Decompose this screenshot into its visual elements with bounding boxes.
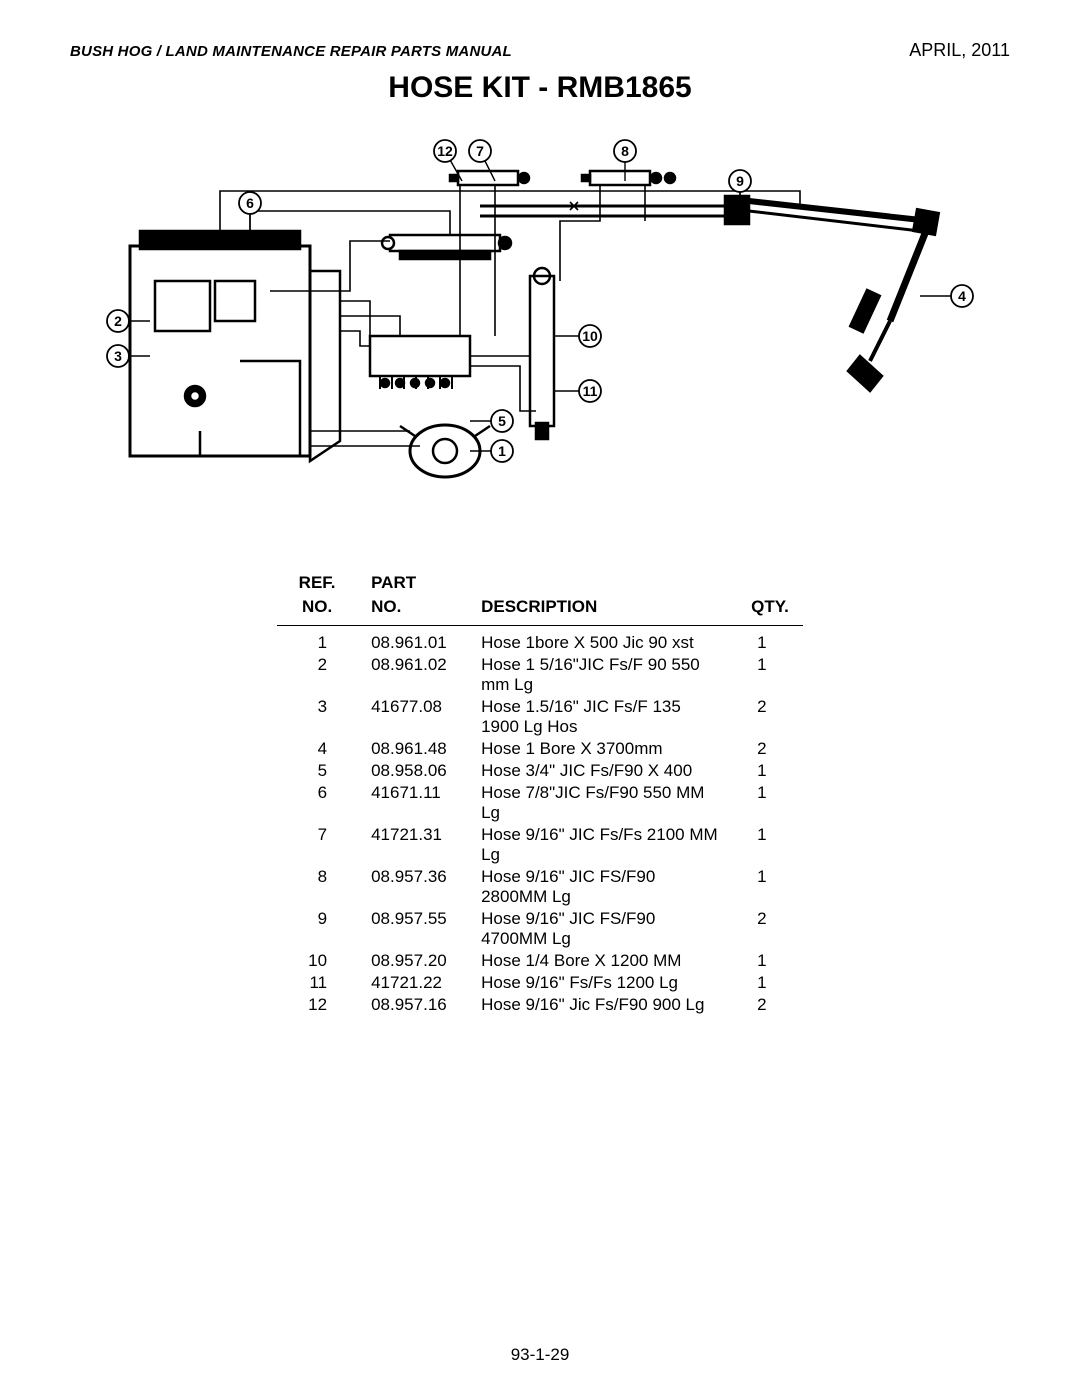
cell-qty: 2 xyxy=(737,994,803,1016)
table-row: 1008.957.20Hose 1/4 Bore X 1200 MM1 xyxy=(277,950,803,972)
cell-part: 08.961.02 xyxy=(357,654,467,696)
cell-ref: 9 xyxy=(277,908,357,950)
col-header-qty-blank xyxy=(737,571,803,595)
table-row: 1141721.22Hose 9/16" Fs/Fs 1200 Lg1 xyxy=(277,972,803,994)
cell-ref: 1 xyxy=(277,632,357,654)
cell-desc: Hose 3/4" JIC Fs/F90 X 400 xyxy=(467,760,737,782)
cell-part: 41671.11 xyxy=(357,782,467,824)
cell-ref: 2 xyxy=(277,654,357,696)
cell-desc: Hose 1 5/16"JIC Fs/F 90 550 mm Lg xyxy=(467,654,737,696)
cell-desc: Hose 1/4 Bore X 1200 MM xyxy=(467,950,737,972)
table-row: 641671.11Hose 7/8"JIC Fs/F90 550 MM Lg1 xyxy=(277,782,803,824)
cell-part: 41677.08 xyxy=(357,696,467,738)
cell-qty: 1 xyxy=(737,950,803,972)
page-header: BUSH HOG / LAND MAINTENANCE REPAIR PARTS… xyxy=(70,40,1010,61)
callout-label: 12 xyxy=(437,143,453,159)
cell-qty: 1 xyxy=(737,760,803,782)
callout-label: 1 xyxy=(498,443,506,459)
cell-part: 08.961.48 xyxy=(357,738,467,760)
callout-label: 4 xyxy=(958,288,966,304)
cell-part: 41721.31 xyxy=(357,824,467,866)
cell-qty: 2 xyxy=(737,738,803,760)
cell-desc: Hose 1bore X 500 Jic 90 xst xyxy=(467,632,737,654)
cell-desc: Hose 9/16" JIC FS/F90 2800MM Lg xyxy=(467,866,737,908)
col-header-part-1: PART xyxy=(357,571,467,595)
cell-qty: 1 xyxy=(737,824,803,866)
cell-ref: 12 xyxy=(277,994,357,1016)
cell-part: 08.957.20 xyxy=(357,950,467,972)
table-row: 108.961.01Hose 1bore X 500 Jic 90 xst1 xyxy=(277,632,803,654)
cell-ref: 11 xyxy=(277,972,357,994)
table-row: 208.961.02Hose 1 5/16"JIC Fs/F 90 550 mm… xyxy=(277,654,803,696)
col-header-ref-2: NO. xyxy=(277,595,357,619)
col-header-desc: DESCRIPTION xyxy=(467,595,737,619)
table-row: 1208.957.16Hose 9/16" Jic Fs/F90 900 Lg2 xyxy=(277,994,803,1016)
cell-part: 08.957.36 xyxy=(357,866,467,908)
cell-desc: Hose 9/16" JIC Fs/Fs 2100 MM Lg xyxy=(467,824,737,866)
table-row: 908.957.55Hose 9/16" JIC FS/F90 4700MM L… xyxy=(277,908,803,950)
page-number: 93-1-29 xyxy=(0,1345,1080,1365)
cell-part: 08.958.06 xyxy=(357,760,467,782)
cell-part: 41721.22 xyxy=(357,972,467,994)
cell-ref: 10 xyxy=(277,950,357,972)
cell-qty: 1 xyxy=(737,972,803,994)
col-header-qty: QTY. xyxy=(737,595,803,619)
callout-label: 9 xyxy=(736,173,744,189)
cell-part: 08.957.55 xyxy=(357,908,467,950)
cell-desc: Hose 9/16" Jic Fs/F90 900 Lg xyxy=(467,994,737,1016)
cell-qty: 1 xyxy=(737,866,803,908)
table-row: 808.957.36Hose 9/16" JIC FS/F90 2800MM L… xyxy=(277,866,803,908)
date-label: APRIL, 2011 xyxy=(909,40,1010,61)
cell-ref: 4 xyxy=(277,738,357,760)
callout-label: 2 xyxy=(114,313,122,329)
callout-label: 11 xyxy=(583,383,598,399)
cell-part: 08.961.01 xyxy=(357,632,467,654)
cell-desc: Hose 9/16" Fs/Fs 1200 Lg xyxy=(467,972,737,994)
callout-label: 3 xyxy=(114,348,122,364)
table-row: 408.961.48Hose 1 Bore X 3700mm2 xyxy=(277,738,803,760)
table-row: 508.958.06Hose 3/4" JIC Fs/F90 X 4001 xyxy=(277,760,803,782)
table-row: 741721.31Hose 9/16" JIC Fs/Fs 2100 MM Lg… xyxy=(277,824,803,866)
col-header-ref-1: REF. xyxy=(277,571,357,595)
cell-part: 08.957.16 xyxy=(357,994,467,1016)
col-header-desc-blank xyxy=(467,571,737,595)
cell-qty: 2 xyxy=(737,696,803,738)
col-header-part-2: NO. xyxy=(357,595,467,619)
hose-kit-diagram: 12 7 8 9 6 2 3 4 10 11 5 1 xyxy=(100,131,980,511)
cell-qty: 1 xyxy=(737,782,803,824)
cell-desc: Hose 7/8"JIC Fs/F90 550 MM Lg xyxy=(467,782,737,824)
cell-qty: 1 xyxy=(737,654,803,696)
cell-qty: 1 xyxy=(737,632,803,654)
cell-ref: 6 xyxy=(277,782,357,824)
manual-label: BUSH HOG / LAND MAINTENANCE REPAIR PARTS… xyxy=(70,43,512,60)
cell-ref: 8 xyxy=(277,866,357,908)
cell-qty: 2 xyxy=(737,908,803,950)
page-title: HOSE KIT - RMB1865 xyxy=(70,71,1010,105)
table-row: 341677.08Hose 1.5/16" JIC Fs/F 135 1900 … xyxy=(277,696,803,738)
cell-desc: Hose 1 Bore X 3700mm xyxy=(467,738,737,760)
parts-table: REF. PART NO. NO. DESCRIPTION QTY. 108.9… xyxy=(277,571,803,1016)
callout-label: 7 xyxy=(476,143,484,159)
cell-ref: 5 xyxy=(277,760,357,782)
callout-label: 8 xyxy=(621,143,629,159)
cell-ref: 7 xyxy=(277,824,357,866)
cell-desc: Hose 1.5/16" JIC Fs/F 135 1900 Lg Hos xyxy=(467,696,737,738)
cell-ref: 3 xyxy=(277,696,357,738)
callout-label: 6 xyxy=(246,195,254,211)
cell-desc: Hose 9/16" JIC FS/F90 4700MM Lg xyxy=(467,908,737,950)
callout-label: 5 xyxy=(498,413,506,429)
callout-label: 10 xyxy=(582,328,598,344)
